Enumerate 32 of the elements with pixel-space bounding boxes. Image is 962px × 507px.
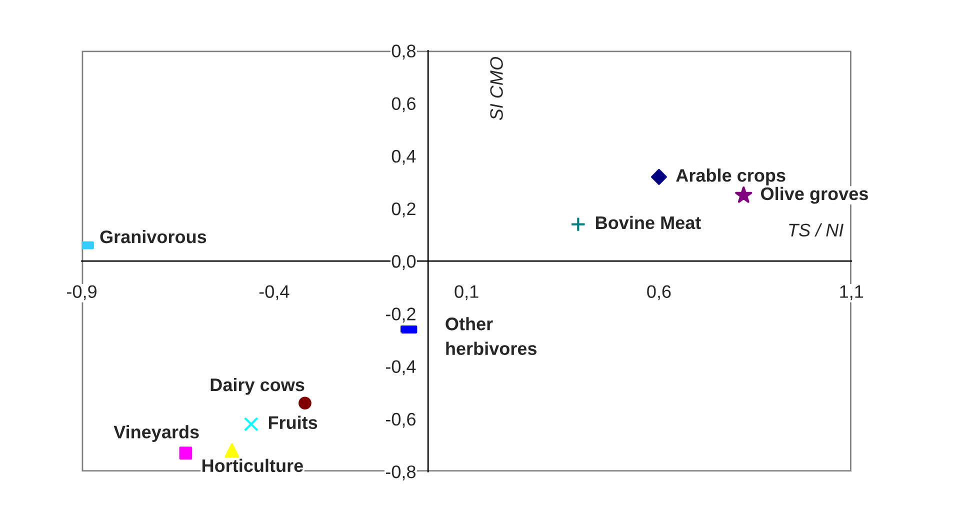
y-tick-label: 0,2 <box>392 202 416 218</box>
x-tick-label: 0,1 <box>454 285 478 300</box>
y-axis-title: SI CMO <box>490 56 503 120</box>
series-label: Olive groves <box>761 186 868 204</box>
y-tick-label: 0,8 <box>392 44 416 60</box>
series-label: Bovine Meat <box>596 216 701 230</box>
series-label: Fruits <box>268 416 318 430</box>
series-label: Granivorous <box>100 230 206 244</box>
point <box>570 216 586 232</box>
point <box>224 443 240 458</box>
series-label: Horticulture <box>202 458 303 472</box>
y-tick-label: -0,4 <box>386 360 416 376</box>
x-tick-label: 1,1 <box>840 285 864 300</box>
y-tick-label: -0,8 <box>386 465 416 480</box>
x-tick-label: -0,4 <box>259 285 290 300</box>
y-tick-label: 0,6 <box>392 97 416 112</box>
point <box>650 168 667 185</box>
x-tick-label: 0,6 <box>647 285 671 300</box>
x-tick-label: -0,9 <box>67 285 96 300</box>
y-tick-label: -0,6 <box>386 412 416 428</box>
series-label: Other herbivores <box>446 317 537 356</box>
series-label: Dairy cows <box>210 378 304 395</box>
point <box>244 416 258 432</box>
point <box>735 186 752 203</box>
y-tick-label: 0,0 <box>392 255 416 270</box>
point <box>298 396 312 410</box>
series-label: Vineyards <box>114 425 199 442</box>
y-tick-label: 0,4 <box>392 150 416 165</box>
x-axis-title: TS / NI <box>789 223 844 236</box>
series-label: Arable crops <box>676 168 786 186</box>
point <box>179 446 192 460</box>
y-tick-label: -0,2 <box>386 308 416 323</box>
